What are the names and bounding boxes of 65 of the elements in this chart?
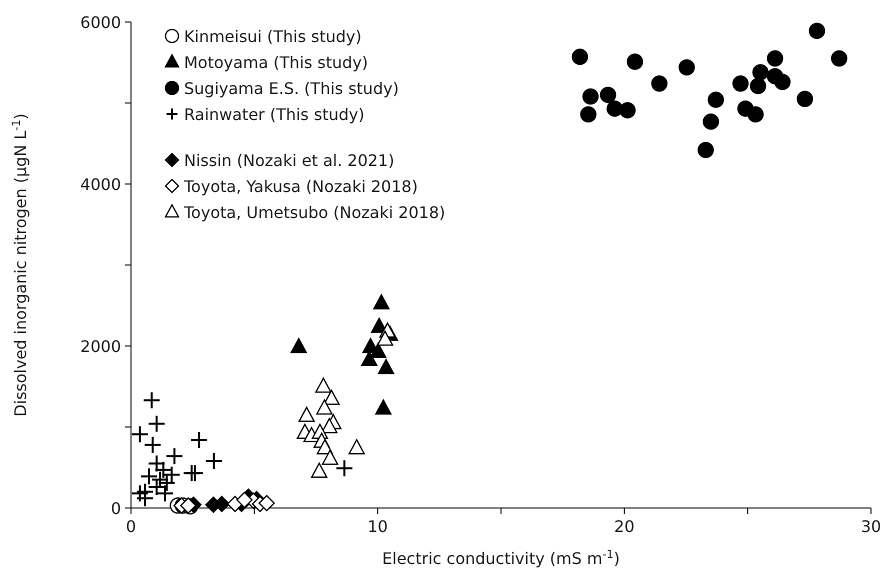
point [702, 113, 720, 130]
point [322, 450, 338, 465]
point [606, 100, 623, 117]
point [165, 447, 184, 466]
point [190, 430, 208, 449]
point [290, 338, 307, 354]
legend-label: Sugiyama E.S. (This study) [184, 79, 399, 98]
point [158, 474, 176, 492]
point [752, 64, 769, 80]
point [582, 88, 599, 105]
y-tick-label: 2000 [80, 337, 121, 356]
legend-label: Toyota, Yakusa (Nozaki 2018) [183, 177, 418, 196]
legend-label: Toyota, Umetsubo (Nozaki 2018) [183, 203, 446, 222]
point [335, 459, 354, 478]
point [376, 330, 394, 346]
point [580, 106, 596, 122]
legend-label: Rainwater (This study) [184, 105, 364, 124]
point [378, 358, 394, 374]
point [130, 425, 149, 444]
point [186, 464, 204, 482]
point [831, 50, 848, 67]
legend-label: Motoyama (This study) [184, 53, 368, 72]
x-tick-label: 30 [860, 517, 880, 536]
point [311, 462, 328, 478]
point [144, 436, 162, 454]
point [148, 414, 166, 433]
point [766, 50, 784, 67]
point [796, 90, 814, 108]
point [204, 452, 223, 470]
y-tick-label: 6000 [80, 13, 121, 32]
point [370, 342, 386, 358]
point [747, 106, 764, 122]
point [626, 54, 644, 70]
y-tick-label: 0 [110, 499, 121, 518]
x-tick-label: 20 [614, 517, 635, 536]
point [236, 492, 253, 508]
point [750, 78, 766, 94]
x-axis-title: Electric conductivity (mS m$^{-1}$) [382, 548, 620, 568]
point [619, 102, 636, 118]
point [258, 494, 275, 512]
y-tick-label: 4000 [80, 175, 121, 194]
point [136, 489, 154, 508]
point [774, 74, 791, 90]
point [600, 86, 616, 104]
point [321, 418, 338, 434]
point [678, 59, 695, 76]
point [316, 399, 333, 415]
x-tick-label: 0 [126, 517, 136, 536]
point [808, 22, 826, 40]
point [375, 399, 392, 415]
point [348, 439, 365, 454]
point [708, 92, 724, 108]
x-tick-label: 10 [367, 517, 388, 536]
point [698, 142, 714, 158]
point [323, 390, 340, 405]
point [298, 406, 315, 422]
legend-label: Kinmeisui (This study) [184, 27, 362, 46]
point [651, 75, 668, 92]
point [572, 48, 588, 65]
legend-label: Nissin (Nozaki et al. 2021) [184, 151, 394, 170]
point [130, 484, 149, 502]
point [315, 378, 332, 393]
point [373, 294, 390, 310]
point [732, 75, 749, 92]
point [142, 391, 161, 410]
